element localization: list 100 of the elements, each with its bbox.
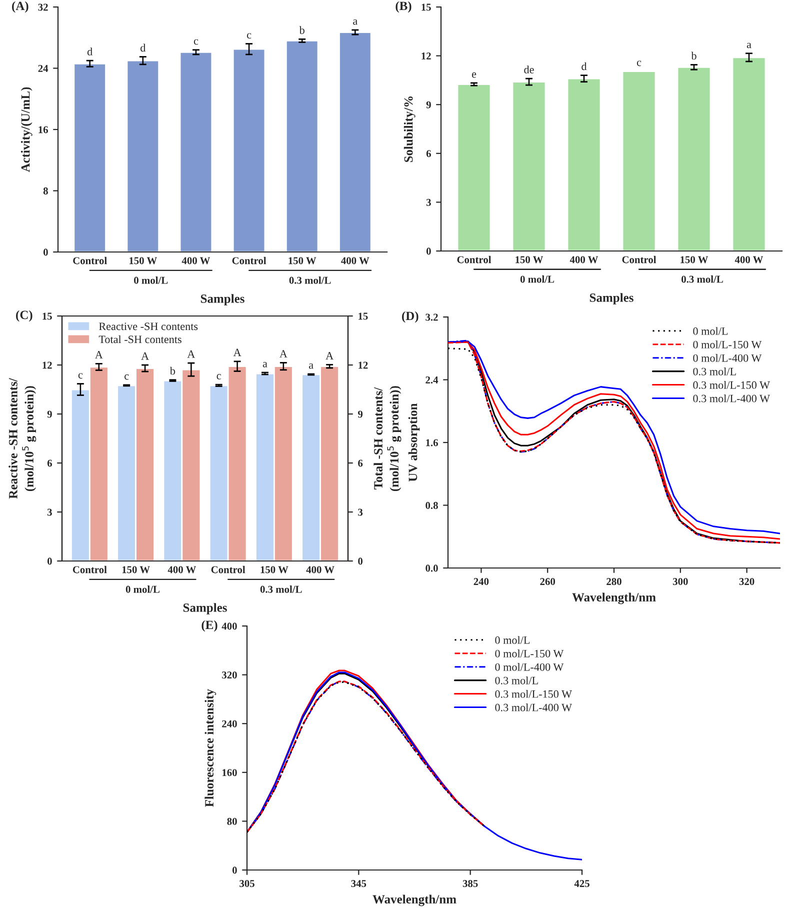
y-tick-label: 0 <box>43 248 48 256</box>
y-tick-label: 240 <box>222 720 237 728</box>
chart-title: (E) <box>202 620 218 632</box>
y2-tick-label: 12 <box>358 362 368 369</box>
y-tick-label: 80 <box>227 818 237 825</box>
x-tick-label: 150 W <box>288 257 316 264</box>
legend-label: 0 mol/L-150 W <box>495 650 564 658</box>
text: 0.3 mol/L <box>682 275 723 283</box>
data-label: c <box>636 60 642 66</box>
x-tick-label: Control <box>72 566 107 574</box>
data-label: A <box>280 350 288 358</box>
data-label: A <box>326 352 334 360</box>
y-tick-label: 0 <box>47 558 52 565</box>
y-tick-label: 3 <box>47 508 52 516</box>
y2-tick-label: 9 <box>358 410 363 418</box>
y-axis-title: Fluorescence intensity <box>204 689 216 807</box>
x-axis-title: Wavelength/nm <box>372 894 456 906</box>
x-tick-label: Control <box>73 256 107 264</box>
y-tick-label: 32 <box>38 4 48 11</box>
legend-label: 0 mol/L <box>495 636 530 644</box>
x-tick-label: 400 W <box>182 257 210 264</box>
text: 0 mol/L <box>126 586 160 593</box>
y-tick-label: 12 <box>42 362 52 369</box>
text: 0.3 mol/L <box>289 276 331 284</box>
bar <box>676 66 712 251</box>
y-tick-label: 320 <box>222 671 237 679</box>
bar <box>285 40 319 252</box>
x-tick-label: 150 W <box>516 256 544 264</box>
x-axis-title: Samples <box>183 603 227 614</box>
data-label: A <box>233 348 242 356</box>
x-tick-label: 260 <box>540 578 556 586</box>
x-tick-label: 400 W <box>570 256 598 264</box>
y2-tick-label: 0 <box>358 558 363 565</box>
chart-title: (A) <box>12 1 28 13</box>
bar <box>456 84 492 251</box>
x-tick-label: Control <box>232 256 266 264</box>
x-tick-label: Control <box>622 256 656 264</box>
x-tick-label: Control <box>457 256 492 264</box>
data-label: b <box>170 366 176 375</box>
data-label: a <box>746 42 752 48</box>
legend-label: Reactive -SH contents <box>98 322 198 330</box>
y-tick-label: 6 <box>426 150 431 158</box>
y-tick-label: 9 <box>426 101 431 108</box>
y-tick-label: 3 <box>426 198 431 206</box>
bar <box>566 78 602 251</box>
legend-label: 0.3 mol/L-150 W <box>693 380 770 389</box>
y-axis-title: UV absorption <box>408 403 420 482</box>
y-tick-label: 160 <box>222 769 237 776</box>
legend-label: 0.3 mol/L <box>495 676 538 684</box>
y-tick-label: 0.0 <box>426 564 438 572</box>
y-tick-label: 0.8 <box>426 502 438 510</box>
data-label: c <box>216 374 221 380</box>
x-tick-label: 400 W <box>168 566 196 574</box>
y-tick-label: 16 <box>38 126 48 134</box>
y-axis-title: Solubility/% <box>404 96 416 162</box>
x-axis-title: Samples <box>200 294 244 306</box>
legend-label: 0.3 mol/L-400 W <box>495 703 572 712</box>
text: 0 mol/L <box>520 275 554 283</box>
y-tick-label: 15 <box>422 4 431 11</box>
bar <box>622 70 656 251</box>
data-label: c <box>194 39 198 45</box>
x-tick-label: Control <box>211 566 246 574</box>
bar <box>126 60 160 252</box>
legend-label: 0 mol/L-400 W <box>693 354 762 362</box>
legend-label: Total -SH contents <box>98 335 182 344</box>
y-tick-label: 400 <box>222 622 237 630</box>
x-tick-label: 400 W <box>306 566 334 574</box>
data-label: e <box>472 72 476 78</box>
bar <box>232 48 266 252</box>
data-label: b <box>691 52 696 60</box>
y-tick-label: 12 <box>422 52 431 60</box>
y-tick-label: 24 <box>38 64 48 72</box>
x-tick-label: 150 W <box>680 256 708 264</box>
x-axis-title: Samples <box>590 293 634 304</box>
y-tick-label: 1.6 <box>426 439 438 446</box>
y-tick-label: 15 <box>42 312 52 320</box>
data-label: c <box>124 374 129 380</box>
data-label: de <box>524 66 534 74</box>
legend-label: 0 mol/L-150 W <box>693 340 762 348</box>
y-tick-label: 0 <box>232 866 237 874</box>
bar <box>512 81 546 251</box>
legend-label: 0 mol/L-400 W <box>495 663 564 671</box>
x-tick-label: 150 W <box>260 566 288 574</box>
data-label: c <box>246 33 252 39</box>
legend-label: 0.3 mol/L-400 W <box>693 394 770 402</box>
y-axis-title: Activity/(U/mL) <box>20 87 32 172</box>
data-label: d <box>87 48 92 56</box>
x-tick-label: 320 <box>739 578 754 586</box>
x-tick-label: 385 <box>462 880 478 888</box>
y-tick-label: 0 <box>426 248 431 255</box>
x-tick-label: 400 W <box>341 257 370 264</box>
x-axis-title: Wavelength/nm <box>572 592 656 604</box>
bar <box>179 51 213 252</box>
x-tick-label: 305 <box>240 880 254 888</box>
data-label: a <box>262 362 268 368</box>
x-tick-label: 240 <box>474 578 489 586</box>
bar <box>338 32 372 252</box>
legend-label: 0 mol/L <box>693 327 728 335</box>
y-tick-label: 6 <box>47 460 52 467</box>
y-tick-label: 3.2 <box>426 314 438 321</box>
